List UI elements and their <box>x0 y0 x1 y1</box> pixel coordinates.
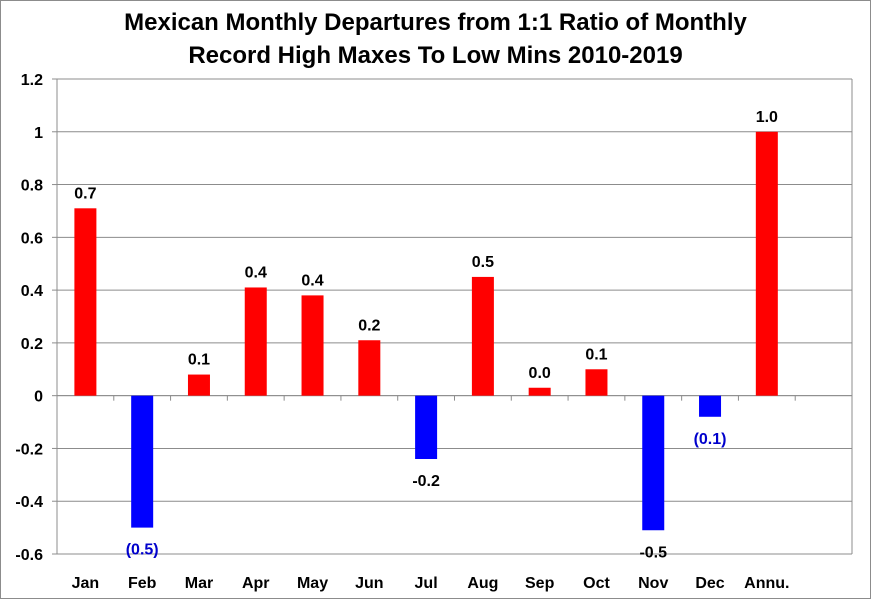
bar-sep <box>528 387 551 396</box>
chart-title-line-1: Mexican Monthly Departures from 1:1 Rati… <box>124 9 747 36</box>
y-tick-label: -0.4 <box>15 494 43 511</box>
data-label: -0.2 <box>412 473 440 490</box>
x-tick-label: Sep <box>525 575 555 592</box>
x-tick-label: Nov <box>638 575 668 592</box>
y-tick-label: -0.6 <box>15 547 43 564</box>
y-tick-label: 0.6 <box>21 230 43 247</box>
y-tick-label: 0.8 <box>21 178 43 195</box>
bar-aug <box>471 276 494 396</box>
x-tick-label: Jun <box>355 575 383 592</box>
x-tick-label: Apr <box>242 575 270 592</box>
data-label: 0.7 <box>74 185 96 202</box>
x-tick-label: Mar <box>185 575 213 592</box>
y-tick-label: 0 <box>34 389 43 406</box>
y-tick-label: 0.4 <box>21 283 43 300</box>
x-tick-label: Annu. <box>744 575 789 592</box>
data-label: (0.5) <box>126 542 159 559</box>
bar-nov <box>642 395 665 531</box>
y-tick-label: 1.2 <box>21 72 43 89</box>
data-label: 0.1 <box>585 346 607 363</box>
data-label: 0.5 <box>472 254 494 271</box>
y-tick-label: 0.2 <box>21 336 43 353</box>
data-label: 0.0 <box>529 365 551 382</box>
chart-title-line-2: Record High Maxes To Low Mins 2010-2019 <box>188 42 683 69</box>
bar-mar <box>187 374 210 396</box>
data-label: 1.0 <box>756 109 778 126</box>
x-tick-label: Jan <box>72 575 100 592</box>
x-tick-label: Jul <box>415 575 438 592</box>
y-tick-label: -0.2 <box>15 441 43 458</box>
data-label: 0.2 <box>358 317 380 334</box>
x-tick-label: May <box>297 575 328 592</box>
data-label: 0.4 <box>301 272 323 289</box>
bar-feb <box>131 395 154 528</box>
bar-dec <box>699 395 722 417</box>
data-label: 0.4 <box>245 264 267 281</box>
bar-jul <box>415 395 438 459</box>
bar-oct <box>585 369 608 396</box>
data-label: -0.5 <box>639 544 667 561</box>
x-tick-label: Oct <box>583 575 610 592</box>
bar-jun <box>358 340 381 396</box>
bar-jan <box>74 208 97 396</box>
bar-annu <box>755 131 778 396</box>
chart-title: Mexican Monthly Departures from 1:1 Rati… <box>0 6 871 72</box>
x-tick-label: Feb <box>128 575 157 592</box>
bar-apr <box>244 287 267 396</box>
bar-may <box>301 295 324 396</box>
x-tick-label: Dec <box>695 575 724 592</box>
x-tick-label: Aug <box>467 575 498 592</box>
data-label: 0.1 <box>188 352 210 369</box>
y-tick-label: 1 <box>34 125 43 142</box>
data-label: (0.1) <box>694 431 727 448</box>
